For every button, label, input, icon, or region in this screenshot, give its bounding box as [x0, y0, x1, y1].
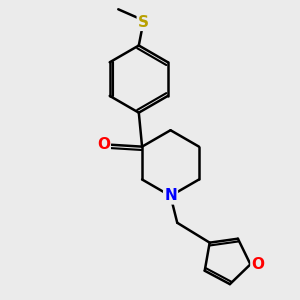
Text: N: N — [164, 188, 177, 203]
Text: O: O — [251, 257, 264, 272]
Text: S: S — [138, 15, 149, 30]
Text: O: O — [97, 136, 110, 152]
